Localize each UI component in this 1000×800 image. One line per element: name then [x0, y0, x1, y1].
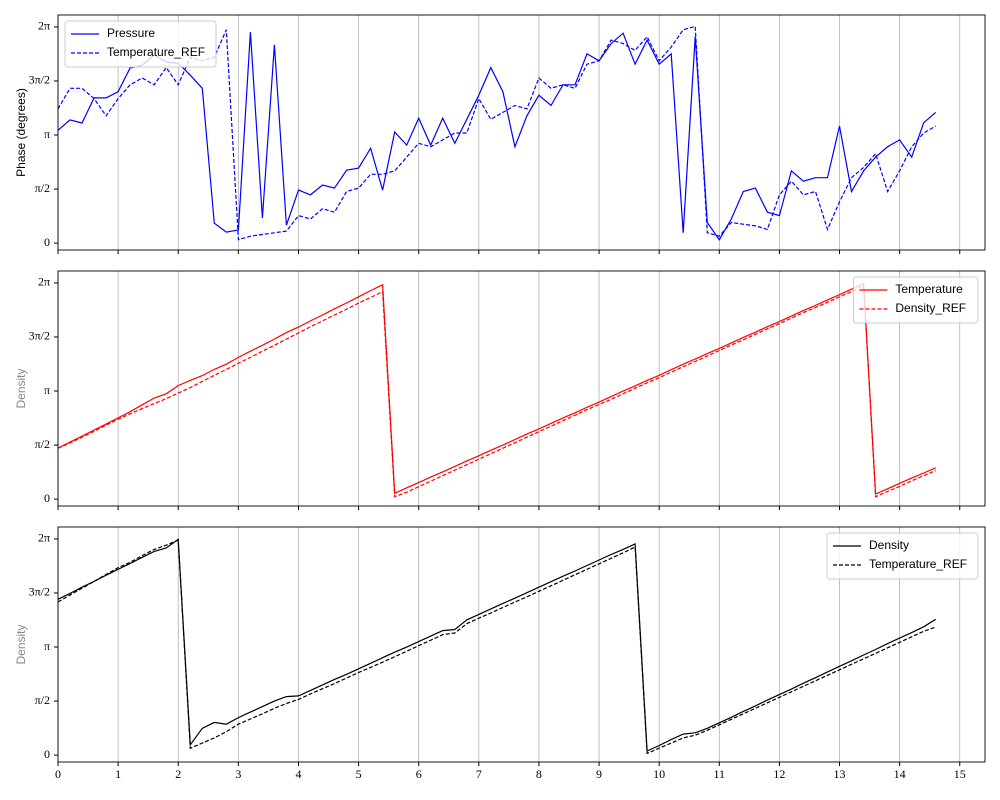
- x-tick-label: 8: [536, 767, 542, 781]
- y-tick-label: π: [44, 127, 50, 141]
- x-tick-label: 9: [596, 767, 602, 781]
- x-tick-label: 11: [714, 767, 726, 781]
- x-tick-label: 13: [834, 767, 846, 781]
- x-tick-label: 2: [175, 767, 181, 781]
- axes-frame: [57, 270, 986, 507]
- legend: Pressure Temperature_REF: [64, 20, 217, 68]
- x-tick-label: 12: [773, 767, 785, 781]
- legend-label: Density_REF: [895, 301, 966, 315]
- series-line: [57, 32, 937, 241]
- axes-frame: [57, 14, 986, 251]
- legend-label: Pressure: [107, 26, 155, 40]
- y-tick-label: 3π/2: [29, 73, 50, 87]
- legend-box: [852, 276, 979, 324]
- legend-label: Temperature_REF: [107, 45, 205, 59]
- y-tick-label: 3π/2: [29, 585, 50, 599]
- series-line: [57, 538, 937, 752]
- y-axis-label: Phase (degrees): [14, 88, 28, 177]
- legend-label: Density: [869, 538, 909, 552]
- y-axis-label: Density: [14, 368, 28, 408]
- axes-frame: [57, 526, 986, 763]
- y-tick-label: π/2: [35, 693, 50, 707]
- x-tick-label: 5: [356, 767, 362, 781]
- series-line: [57, 284, 936, 498]
- y-tick-label: π: [44, 639, 50, 653]
- series-line: [57, 282, 936, 495]
- y-tick-label: π: [44, 383, 50, 397]
- x-tick-label: 15: [954, 767, 966, 781]
- y-tick-label: 2π: [38, 531, 50, 545]
- x-tick-label: 7: [476, 767, 482, 781]
- subplot: 0 1 2 3 4 5 6 7 8 9 10 11 12 13 14 150π/2π3π/22πDensity…: [14, 526, 986, 781]
- y-tick-label: 2π: [38, 275, 50, 289]
- y-tick-label: 3π/2: [29, 329, 50, 343]
- y-tick-label: π/2: [35, 437, 50, 451]
- series-line: [57, 25, 936, 241]
- x-tick-label: 3: [235, 767, 241, 781]
- legend: Density Temperature_REF: [826, 532, 979, 580]
- subplot: 0 π/2 π 3π/2 2π Phase (degrees) Pressure Temper…: [14, 14, 986, 254]
- x-tick-label: 1: [115, 767, 121, 781]
- x-tick-label: 4: [295, 767, 301, 781]
- y-tick-label: 0: [44, 747, 50, 761]
- series-line: [57, 539, 936, 755]
- x-tick-label: 0: [55, 767, 61, 781]
- legend-box: [826, 532, 979, 580]
- x-tick-label: 14: [894, 767, 906, 781]
- legend-label: Temperature: [895, 282, 963, 296]
- x-tick-label: 6: [416, 767, 422, 781]
- y-tick-label: 2π: [38, 19, 50, 33]
- legend-label: Temperature_REF: [869, 557, 967, 571]
- legend-box: [64, 20, 217, 68]
- legend: Temperature Density_REF: [852, 276, 979, 324]
- y-tick-label: 0: [44, 235, 50, 249]
- y-axis-label: Density: [14, 624, 28, 664]
- y-tick-label: π/2: [35, 181, 50, 195]
- y-tick-label: 0: [44, 491, 50, 505]
- subplot: 0 π/2 π 3π/2 2π Density Temperature Density_REF: [14, 270, 986, 510]
- x-tick-label: 10: [653, 767, 665, 781]
